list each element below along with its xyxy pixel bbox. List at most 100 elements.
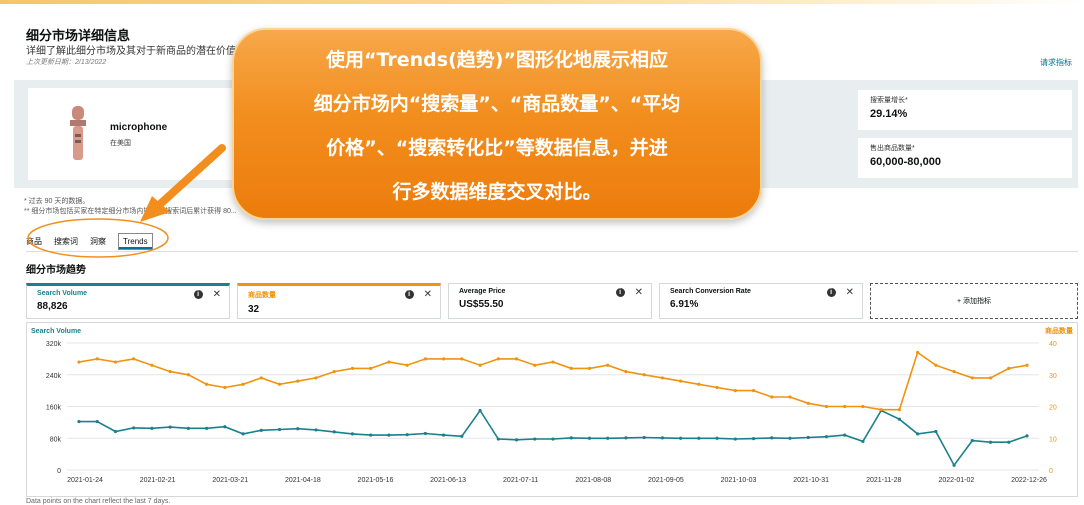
data-point <box>642 435 646 440</box>
trend-chart-svg: Search Volume 商品数量 0 0 80k 10 160k 20 240k 30 320k… <box>31 326 1073 484</box>
metric-card-search-volume[interactable]: Search Volume 88,826 i ✕ <box>26 283 230 319</box>
y-tick-label-left: 160k <box>46 405 62 412</box>
x-tick-label: 2021-06-13 <box>430 477 466 484</box>
data-point <box>1007 366 1011 370</box>
data-point <box>988 376 993 380</box>
close-icon[interactable]: ✕ <box>212 289 221 300</box>
callout-line: 细分市场内“搜索量”、“商品数量”、“平均 <box>313 93 681 115</box>
data-point <box>277 382 282 386</box>
x-tick-label: 2021-09-05 <box>648 477 684 484</box>
info-icon[interactable]: i <box>193 290 203 299</box>
x-tick-label: 2022-12-26 <box>1011 477 1047 484</box>
data-point <box>861 439 865 444</box>
data-point <box>369 433 373 437</box>
data-point <box>606 436 610 440</box>
stat-label: 售出商品数量* <box>870 145 915 152</box>
data-point <box>934 363 938 367</box>
data-point <box>624 369 628 374</box>
data-point <box>277 427 282 432</box>
data-point <box>879 408 883 412</box>
y-tick-label-left: 80k <box>50 436 62 443</box>
callout-text: 使用“Trends(趋势)”图形化地展示相应 细分市场内“搜索量”、“商品数量”… <box>246 38 748 214</box>
page-title: 细分市场详细信息 <box>26 28 131 43</box>
stat-search-growth: 搜索量增长* 29.14% <box>858 90 1072 130</box>
callout-line: 使用“Trends(趋势)”图形化地展示相应 <box>326 49 668 71</box>
data-point <box>660 436 664 440</box>
callout-line: 价格”、“搜索转化比”等数据信息，并进 <box>326 137 668 159</box>
x-tick-label: 2022-01-02 <box>938 477 974 484</box>
y-tick-label-right: 20 <box>1049 405 1057 412</box>
data-point <box>824 435 829 439</box>
data-point <box>660 376 664 380</box>
tab-bar: 商品 搜索词 洞察 Trends <box>26 232 165 250</box>
data-point <box>387 433 391 437</box>
data-point <box>478 408 482 413</box>
y-tick-label-left: 320k <box>46 341 62 348</box>
close-icon[interactable]: ✕ <box>845 287 854 298</box>
close-icon[interactable]: ✕ <box>634 287 643 298</box>
callout-line: 行多数据维度交叉对比。 <box>392 181 602 203</box>
data-point <box>733 389 737 393</box>
x-tick-label: 2021-07-11 <box>503 477 538 484</box>
close-icon[interactable]: ✕ <box>423 289 432 300</box>
stat-label: 搜索量增长* <box>870 97 908 104</box>
x-tick-label: 2021-03-21 <box>212 477 248 484</box>
data-point <box>496 357 500 361</box>
data-point <box>770 395 774 399</box>
data-point <box>824 404 829 409</box>
note-niche-definition: ** 细分市场包括买家在特定细分市场内搜索... 搜索词后累计获得 80... <box>24 208 237 215</box>
data-point <box>442 433 446 437</box>
info-icon[interactable]: i <box>404 290 414 299</box>
metric-card-product-count[interactable]: 商品数量 32 i ✕ <box>237 283 441 319</box>
y-axis-left-label: Search Volume <box>31 328 81 335</box>
note-90-days: * 过去 90 天的数据。 <box>24 198 90 205</box>
metric-card-average-price[interactable]: Average Price US$55.50 i ✕ <box>448 283 652 319</box>
data-point <box>113 429 118 434</box>
top-accent-bar <box>0 0 1084 4</box>
info-icon[interactable]: i <box>615 288 625 297</box>
data-point <box>897 417 901 421</box>
data-point <box>314 428 318 432</box>
y-tick-label-right: 40 <box>1049 341 1057 348</box>
data-point <box>241 432 245 436</box>
x-tick-label: 2021-08-08 <box>575 477 611 484</box>
data-point <box>806 401 810 405</box>
request-metrics-link[interactable]: 请求指标 <box>1040 58 1072 67</box>
product-location: 在美国 <box>110 140 131 147</box>
tab-search-terms[interactable]: 搜索词 <box>54 236 78 246</box>
data-point <box>551 360 555 364</box>
y-tick-label-left: 0 <box>57 468 61 475</box>
trend-chart: Search Volume 商品数量 0 0 80k 10 160k 20 240k 30 320k… <box>26 322 1078 497</box>
data-point <box>442 357 446 361</box>
info-icon[interactable]: i <box>826 288 836 297</box>
x-tick-label: 2021-01-24 <box>67 477 103 484</box>
data-point <box>95 357 99 361</box>
tab-products[interactable]: 商品 <box>26 236 42 246</box>
data-point <box>296 427 300 431</box>
y-tick-label-right: 10 <box>1049 436 1057 443</box>
metric-card-conversion-rate[interactable]: Search Conversion Rate 6.91% i ✕ <box>659 283 863 319</box>
data-point <box>533 363 537 367</box>
product-name: microphone <box>110 122 168 133</box>
tab-insights[interactable]: 洞察 <box>90 236 106 246</box>
data-point <box>952 369 956 374</box>
data-point <box>733 437 737 441</box>
y-tick-label-left: 240k <box>46 373 62 380</box>
y-tick-label-right: 30 <box>1049 373 1057 380</box>
metric-label: Search Conversion Rate <box>670 288 751 295</box>
x-tick-label: 2021-04-18 <box>285 477 321 484</box>
data-point <box>460 357 464 361</box>
add-metric-button[interactable]: + 添加指标 <box>870 283 1078 319</box>
microphone-icon <box>70 106 86 160</box>
data-point <box>788 395 792 399</box>
data-point <box>952 463 956 467</box>
data-point <box>132 426 136 430</box>
data-point <box>606 363 610 367</box>
data-point <box>332 369 336 374</box>
callout-bubble <box>232 28 762 220</box>
data-point <box>970 439 974 443</box>
x-tick-label: 2021-10-31 <box>793 477 829 484</box>
tab-divider <box>26 251 1078 252</box>
tab-trends[interactable]: Trends <box>118 232 153 250</box>
last-updated: 上次更新日期：2/13/2022 <box>26 59 107 66</box>
